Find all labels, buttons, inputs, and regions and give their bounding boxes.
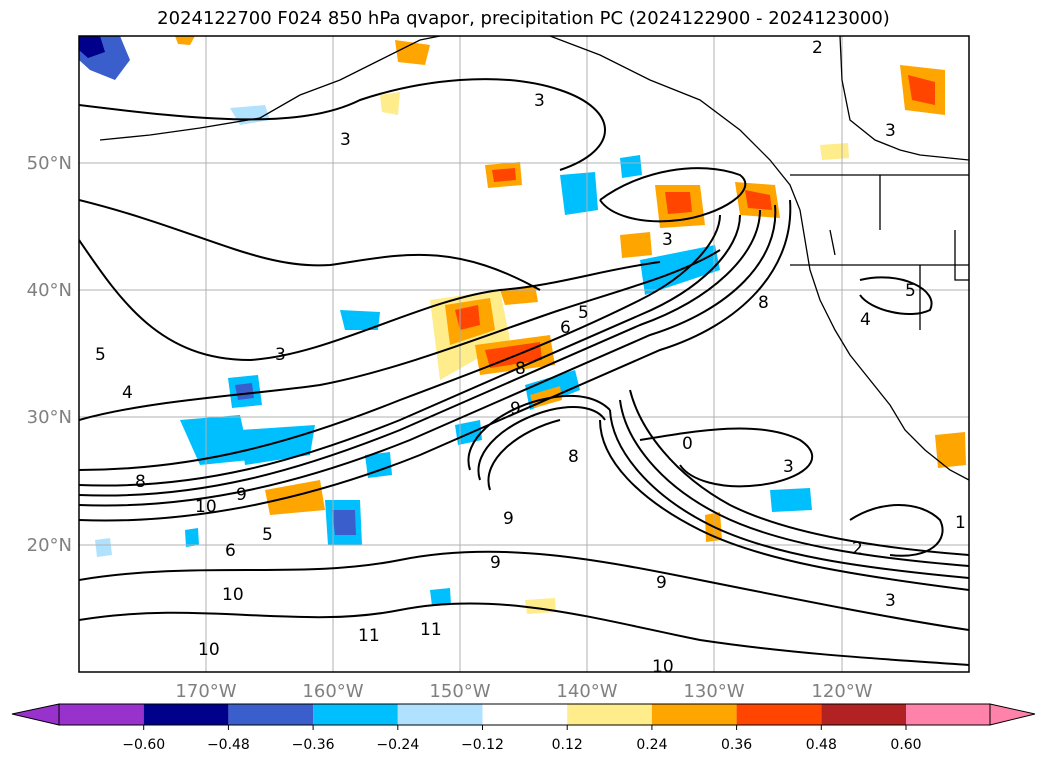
contour-label: 10: [652, 657, 674, 677]
contour-label: 11: [420, 620, 442, 640]
graticule: [79, 36, 969, 672]
colorbar-tick-label: −0.36: [292, 737, 335, 753]
colorbar-segment: [906, 704, 990, 725]
contour-label: 3: [275, 345, 286, 365]
lon-label-140w: 140°W: [556, 681, 617, 702]
contour-label: 3: [340, 130, 351, 150]
colorbar-segment: [228, 704, 314, 725]
colorbar-segment: [143, 704, 229, 725]
lat-label-20n: 20°N: [27, 535, 72, 556]
qvapor-contours: [79, 78, 969, 666]
contour-label: 5: [95, 345, 106, 365]
contour-label: 3: [783, 457, 794, 477]
contour-label: 0: [682, 434, 693, 454]
colorbar-segment: [59, 704, 144, 725]
colorbar-tick-label: −0.60: [122, 737, 165, 753]
colorbar-tick-label: 0.36: [721, 737, 752, 753]
colorbar-tick-label: −0.48: [207, 737, 250, 753]
contour-label: 9: [236, 485, 247, 505]
contour-label: 8: [515, 359, 526, 379]
colorbar-tick-label: −0.12: [461, 737, 504, 753]
contour-label: 10: [195, 497, 217, 517]
colorbar-tick-label: 0.48: [806, 737, 837, 753]
colorbar-tick-label: 0.60: [890, 737, 921, 753]
contour-label: 8: [568, 447, 579, 467]
colorbar-segment: [821, 704, 906, 725]
contour-label: 9: [490, 553, 501, 573]
lon-label-130w: 130°W: [683, 681, 744, 702]
colorbar-segment: [397, 704, 483, 725]
lat-label-50n: 50°N: [27, 153, 72, 174]
contour-label: 5: [905, 281, 916, 301]
colorbar-tick-label: −0.24: [376, 737, 419, 753]
lon-label-160w: 160°W: [302, 681, 363, 702]
colorbar-segment: [651, 704, 737, 725]
contour-label: 3: [885, 121, 896, 141]
contour-label: 8: [135, 472, 146, 492]
contour-label: 3: [534, 91, 545, 111]
colorbar-segment: [736, 704, 822, 725]
contour-label: 11: [358, 626, 380, 646]
colorbar-segment: [313, 704, 398, 725]
map-title: 2024122700 F024 850 hPa qvapor, precipit…: [157, 8, 890, 29]
contour-label: 2: [852, 539, 863, 559]
lat-label-40n: 40°N: [27, 280, 72, 301]
contour-label: 10: [198, 640, 220, 660]
lat-label-30n: 30°N: [27, 407, 72, 428]
contour-label: 2: [812, 38, 823, 58]
contour-label: 6: [225, 541, 236, 561]
contour-label: 5: [262, 525, 273, 545]
contour-label: 3: [885, 591, 896, 611]
contour-label: 4: [122, 383, 133, 403]
contour-label: 9: [510, 399, 521, 419]
colorbar-segment: [567, 704, 652, 725]
coastlines: [99, 36, 969, 481]
colorbar-extend-high: [989, 703, 1036, 726]
contour-label: 6: [560, 318, 571, 338]
longitude-labels: 170°W 160°W 150°W 140°W 130°W 120°W: [175, 681, 872, 702]
colorbar-tick-label: 0.24: [636, 737, 667, 753]
map-frame: [78, 35, 970, 673]
colorbar-extend-low: [11, 703, 60, 726]
contour-label: 5: [578, 303, 589, 323]
contour-label: 8: [758, 293, 769, 313]
map-content: 2 3 3 3 5 4 3 8 9 10 5 6 8 9 10 11 10 11…: [79, 36, 969, 677]
contour-label: 9: [503, 509, 514, 529]
contour-label: 4: [860, 310, 871, 330]
lon-label-170w: 170°W: [175, 681, 236, 702]
latitude-labels: 50°N 40°N 30°N 20°N: [27, 153, 72, 556]
contour-label: 1: [955, 513, 966, 533]
contour-label: 10: [222, 585, 244, 605]
contour-label: 9: [656, 573, 667, 593]
colorbar-outline: [58, 703, 991, 726]
lon-label-120w: 120°W: [811, 681, 872, 702]
lon-label-150w: 150°W: [429, 681, 490, 702]
colorbar-ticks: [143, 725, 907, 730]
colorbar-segment: [482, 704, 568, 725]
contour-label: 3: [662, 230, 673, 250]
colorbar-tick-label: 0.12: [552, 737, 583, 753]
colorbar: −0.60 −0.48 −0.36 −0.24 −0.12 0.12 0.24 …: [11, 703, 1036, 753]
contour-label-group: 2 3 3 3 5 4 3 8 9 10 5 6 8 9 10 11 10 11…: [95, 38, 966, 677]
